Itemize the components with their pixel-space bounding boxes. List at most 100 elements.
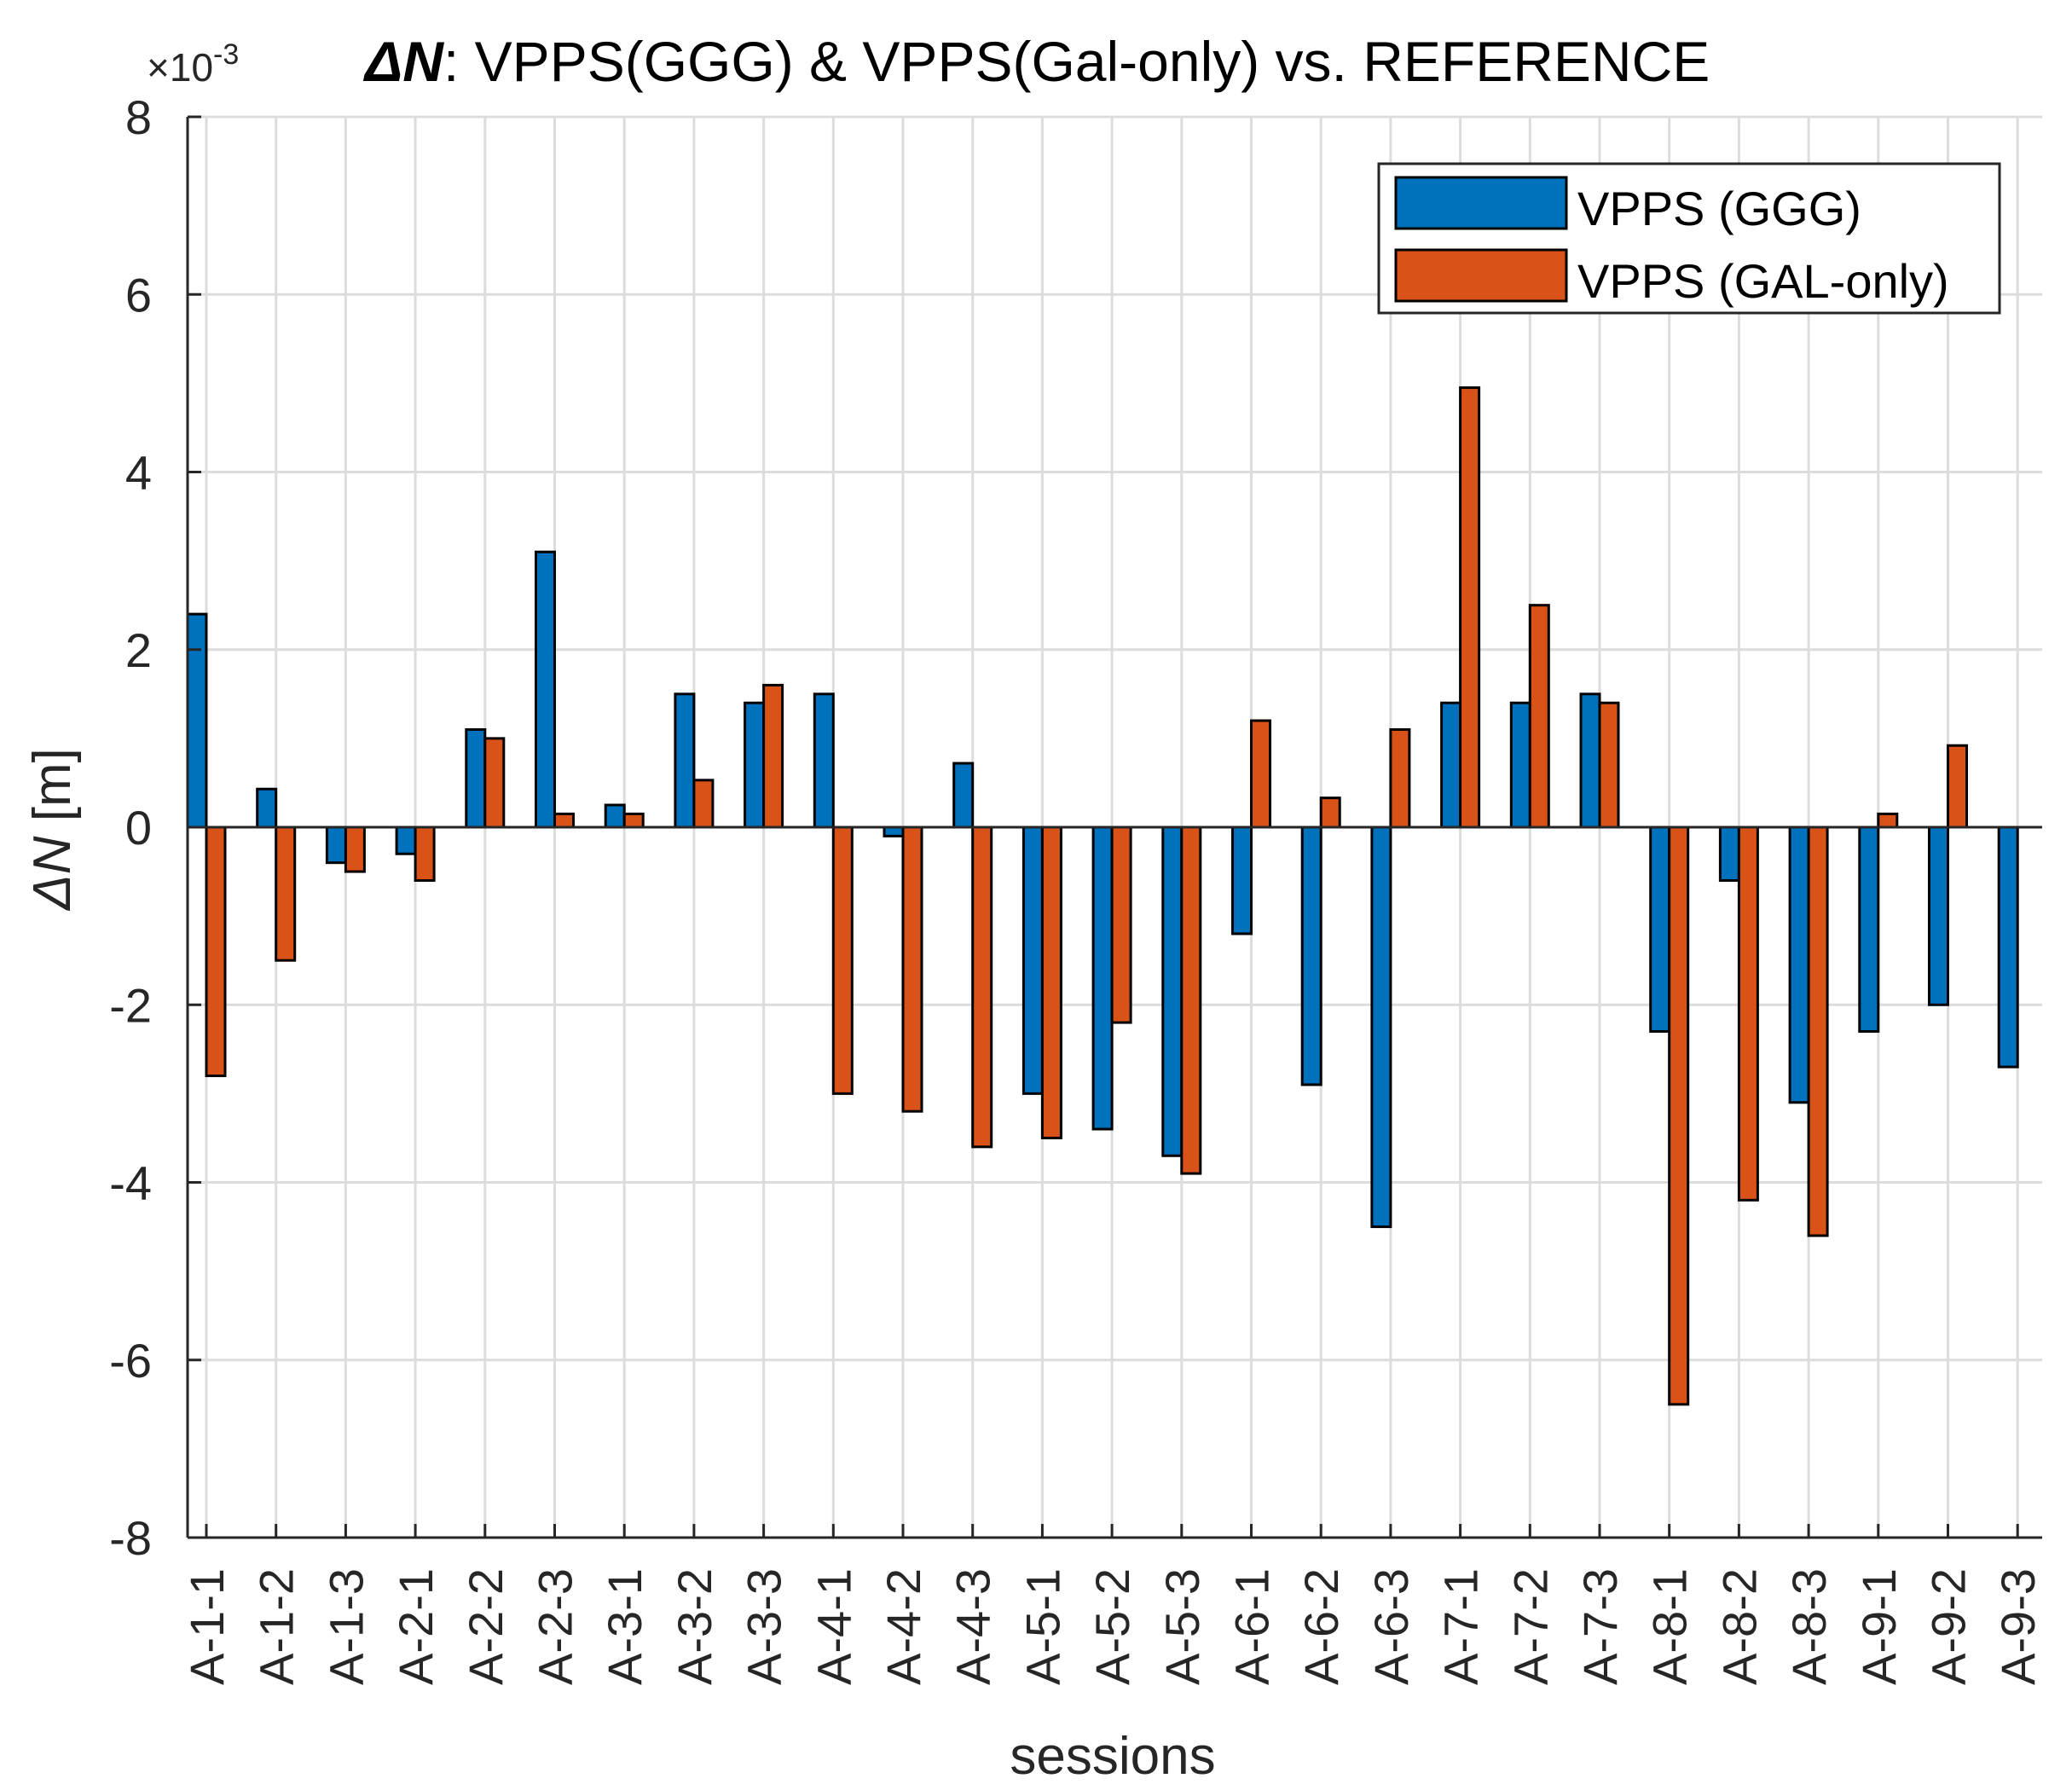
bar-ggg-A-3-1 — [604, 803, 626, 829]
x-tick-label: A-3-3 — [738, 1568, 791, 1685]
y-axis-title: ΔN [m] — [23, 748, 82, 912]
x-tick-label: A-6-2 — [1294, 1568, 1348, 1685]
bar-gal-only-A-5-2 — [1110, 825, 1132, 1024]
bar-gal-only-A-9-1 — [1877, 812, 1899, 829]
y-axis-ticks: 8 6 4 2 0 -2 -4 -6 -8 — [109, 90, 201, 1565]
x-tick-label: A-4-2 — [877, 1568, 930, 1685]
legend-label-ggg: VPPS (GGG) — [1577, 182, 1861, 235]
x-axis-ticks: A-1-1 A-1-2 A-1-3 A-2-1 A-2-2 A-2-3 A-3-1 A-3-2… — [180, 1524, 2045, 1685]
bar-ggg-A-1-1 — [186, 612, 208, 829]
y-tick-label: -8 — [109, 1511, 152, 1565]
x-tick-label: A-5-3 — [1155, 1568, 1209, 1685]
bar-gal-only-A-9-2 — [1947, 744, 1968, 829]
bar-gal-only-A-2-3 — [553, 812, 575, 829]
y-axis-symbol: ΔN — [23, 836, 82, 912]
bar-ggg-A-5-1 — [1022, 825, 1044, 1095]
x-tick-label: A-1-1 — [180, 1568, 234, 1685]
y-tick-label: -6 — [109, 1334, 152, 1387]
y-tick-label: 6 — [125, 268, 152, 322]
bar-ggg-A-6-1 — [1231, 825, 1253, 936]
y-tick-label: -4 — [109, 1156, 152, 1210]
y-tick-label: 0 — [125, 801, 152, 854]
bar-gal-only-A-8-2 — [1737, 825, 1759, 1202]
x-tick-label: A-8-2 — [1712, 1568, 1766, 1685]
x-tick-label: A-9-2 — [1922, 1568, 1976, 1685]
bar-gal-only-A-3-1 — [622, 812, 645, 829]
x-tick-label: A-6-1 — [1225, 1568, 1279, 1685]
x-tick-label: A-3-1 — [598, 1568, 651, 1685]
bar-ggg-A-7-1 — [1440, 701, 1462, 829]
x-tick-label: A-5-1 — [1016, 1568, 1069, 1685]
bar-ggg-A-6-2 — [1300, 825, 1322, 1086]
x-tick-label: A-6-3 — [1364, 1568, 1418, 1685]
x-tick-label: A-4-3 — [946, 1568, 1000, 1685]
bar-gal-only-A-3-2 — [692, 779, 715, 829]
x-tick-label: A-7-2 — [1503, 1568, 1557, 1685]
exponent-label: ×10-3 — [147, 38, 239, 90]
legend-swatch-ggg — [1394, 176, 1568, 230]
bar-ggg-A-9-3 — [1997, 825, 2019, 1069]
bar-gal-only-A-1-2 — [275, 825, 297, 962]
bar-ggg-A-6-3 — [1370, 825, 1392, 1229]
bar-gal-only-A-7-3 — [1598, 701, 1620, 829]
bar-gal-only-A-6-3 — [1389, 727, 1411, 829]
x-tick-label: A-2-1 — [389, 1568, 443, 1685]
bar-ggg-A-1-2 — [256, 787, 278, 829]
bar-ggg-A-5-2 — [1091, 825, 1114, 1131]
x-tick-label: A-7-3 — [1573, 1568, 1627, 1685]
bar-gal-only-A-5-1 — [1040, 825, 1062, 1139]
y-tick-label: 8 — [125, 90, 152, 144]
bar-gal-only-A-4-3 — [971, 825, 993, 1149]
title-rest: : VPPS(GGG) & VPPS(Gal-only) vs. REFEREN… — [443, 30, 1710, 93]
exponent-power: -3 — [213, 38, 239, 71]
title-symbol: ΔN — [362, 30, 444, 93]
x-tick-label: A-9-1 — [1852, 1568, 1906, 1685]
x-axis-title: sessions — [1010, 1727, 1215, 1786]
x-tick-label: A-1-2 — [250, 1568, 304, 1685]
bar-ggg-A-7-2 — [1509, 701, 1531, 829]
bar-ggg-A-7-3 — [1579, 692, 1601, 829]
bar-gal-only-A-6-1 — [1250, 719, 1271, 829]
x-tick-label: A-7-1 — [1434, 1568, 1488, 1685]
bar-gal-only-A-7-2 — [1528, 604, 1550, 829]
bar-ggg-A-2-1 — [395, 825, 417, 855]
bar-ggg-A-2-3 — [535, 550, 556, 829]
bar-ggg-A-2-2 — [465, 727, 487, 829]
x-tick-label: A-5-2 — [1085, 1568, 1139, 1685]
x-tick-label: A-8-1 — [1643, 1568, 1697, 1685]
legend: VPPS (GGG) VPPS (GAL-only) — [1377, 162, 2001, 315]
bar-ggg-A-9-1 — [1858, 825, 1880, 1033]
bar-gal-only-A-8-1 — [1668, 825, 1690, 1406]
y-tick-label: -2 — [109, 978, 152, 1032]
x-tick-label: A-1-3 — [319, 1568, 373, 1685]
bar-gal-only-A-7-1 — [1459, 386, 1481, 829]
bar-gal-only-A-2-2 — [483, 737, 506, 829]
bar-gal-only-A-3-3 — [762, 683, 784, 829]
bar-gal-only-A-4-2 — [901, 825, 923, 1113]
bar-ggg-A-5-3 — [1161, 825, 1184, 1157]
bar-ggg-A-9-2 — [1928, 825, 1949, 1006]
bar-ggg-A-8-2 — [1718, 825, 1740, 882]
bar-gal-only-A-1-3 — [344, 825, 366, 873]
bar-ggg-A-4-1 — [813, 692, 835, 829]
bar-ggg-A-3-3 — [744, 701, 766, 829]
bar-gal-only-A-8-3 — [1807, 825, 1829, 1237]
y-axis-unit: [m] — [23, 748, 82, 836]
bar-ggg-A-1-3 — [325, 825, 347, 865]
title-text: ΔN: VPPS(GGG) & VPPS(Gal-only) vs. REFER… — [362, 30, 1710, 93]
bar-gal-only-A-4-1 — [831, 825, 854, 1095]
chart-title: ×10-3 ΔN: VPPS(GGG) & VPPS(Gal-only) vs.… — [147, 30, 1710, 93]
bar-gal-only-A-1-1 — [205, 825, 227, 1078]
bar-ggg-A-3-2 — [674, 692, 696, 829]
bar-gal-only-A-2-1 — [414, 825, 436, 882]
x-tick-label: A-9-3 — [1991, 1568, 2045, 1685]
bar-series — [186, 386, 2019, 1406]
bar-gal-only-A-5-3 — [1180, 825, 1202, 1175]
bar-ggg-A-4-2 — [883, 825, 905, 837]
bar-ggg-A-8-3 — [1788, 825, 1810, 1104]
x-tick-label: A-2-3 — [529, 1568, 582, 1685]
x-tick-label: A-4-1 — [807, 1568, 860, 1685]
y-tick-label: 2 — [125, 623, 152, 677]
x-tick-label: A-8-3 — [1782, 1568, 1836, 1685]
